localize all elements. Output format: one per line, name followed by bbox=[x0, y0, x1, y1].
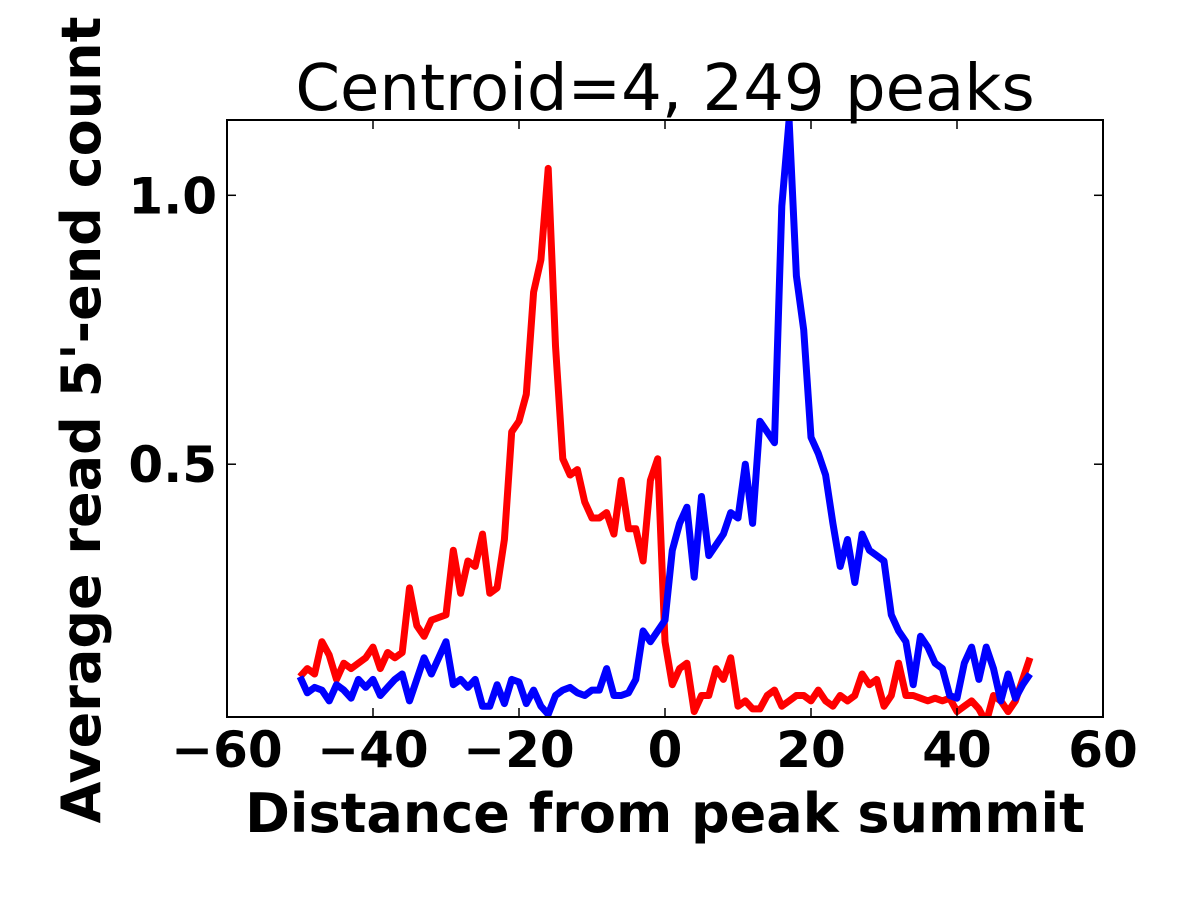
x-tick-label: 20 bbox=[776, 721, 846, 779]
x-tick-label: 0 bbox=[648, 721, 683, 779]
x-tick-label: 60 bbox=[1068, 721, 1138, 779]
x-axis-label: Distance from peak summit bbox=[245, 782, 1085, 845]
y-tick-label: 0.5 bbox=[128, 436, 217, 494]
x-tick-label: 40 bbox=[922, 721, 992, 779]
series-line-1 bbox=[297, 164, 1034, 717]
series-line-2 bbox=[296, 120, 1033, 717]
x-tick-label: −60 bbox=[171, 721, 282, 779]
x-tick-label: −40 bbox=[317, 721, 428, 779]
y-axis-label: Average read 5'-end count bbox=[50, 17, 113, 824]
chart-title: Centroid=4, 249 peaks bbox=[295, 52, 1034, 126]
ticks-layer: −60 −40 −20 0 20 40 60 0.5 1.0 bbox=[128, 120, 1138, 779]
y-tick-label: 1.0 bbox=[128, 167, 217, 225]
x-tick-label: −20 bbox=[463, 721, 574, 779]
series-layer bbox=[296, 120, 1034, 717]
